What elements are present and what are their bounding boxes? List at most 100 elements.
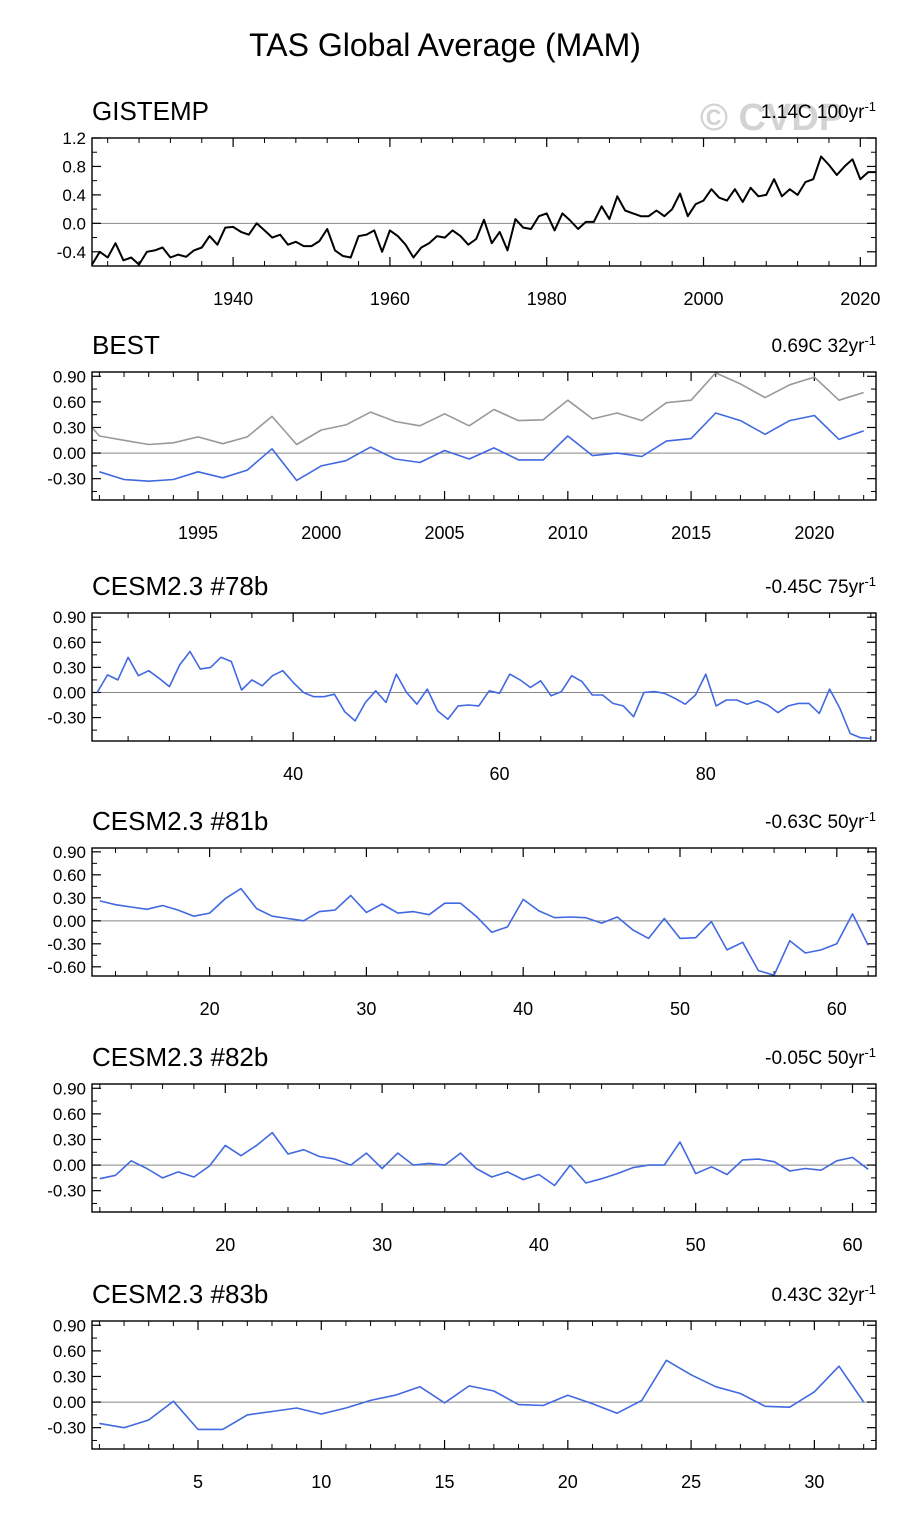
plot-frame [91,371,877,501]
y-tick-label: 0.00 [53,683,86,702]
series-line-cesm2-3-83b [99,1359,865,1431]
trend-annotation-exponent: -1 [864,99,876,114]
x-tick-label: 30 [372,1235,392,1255]
panel-title: CESM2.3 #82b [92,1042,268,1072]
x-tick-label: 20 [558,1472,578,1492]
trend-annotation: 0.43C 32yr-1 [771,1282,876,1307]
x-tick-label: 60 [827,999,847,1019]
plot-frame [91,847,877,977]
x-tick-label: 15 [435,1472,455,1492]
y-tick-label: 0.90 [53,843,86,862]
y-tick-label: 0.0 [62,214,86,233]
y-tick-label: 0.30 [53,1367,86,1386]
x-tick-label: 50 [686,1235,706,1255]
trend-annotation: -0.45C 75yr-1 [765,574,876,599]
x-tick-label: 2020 [840,289,880,309]
x-tick-label: 1940 [213,289,253,309]
y-tick-label: -0.60 [47,958,86,977]
x-tick-label: 60 [489,764,509,784]
panel-5: CESM2.3 #82b -0.05C 50yr-1 -0.30 0.00 0.30 0.… [47,1042,877,1255]
x-tick-label: 5 [193,1472,203,1492]
panel-4: CESM2.3 #81b -0.63C 50yr-1 -0.60 -0.30 0.00 0… [47,806,877,1019]
x-tick-label: 40 [513,999,533,1019]
x-tick-label: 60 [842,1235,862,1255]
y-tick-label: -0.30 [47,1182,86,1201]
panel-title: BEST [92,330,160,360]
series-line-gistemp [91,155,876,266]
y-tick-label: -0.30 [47,709,86,728]
x-tick-label: 1995 [178,523,218,543]
x-tick-label: 30 [356,999,376,1019]
panel-6: CESM2.3 #83b 0.43C 32yr-1 -0.30 0.00 0.30 0.6… [47,1279,877,1492]
trend-annotation-exponent: -1 [864,809,876,824]
x-tick-label: 2010 [548,523,588,543]
x-tick-label: 2005 [425,523,465,543]
y-tick-label: 0.60 [53,633,86,652]
plot-frame [91,1083,877,1213]
series-line-best [99,412,864,483]
y-tick-label: -0.30 [47,1419,86,1438]
y-tick-label: -0.4 [57,243,86,262]
x-tick-label: 80 [696,764,716,784]
x-tick-label: 20 [200,999,220,1019]
x-tick-label: 20 [215,1235,235,1255]
x-tick-label: 40 [283,764,303,784]
panel-title: CESM2.3 #78b [92,571,268,601]
plot-frame [91,612,877,742]
y-tick-label: 0.90 [53,1316,86,1335]
series-line-cesm2-3-81b [99,887,869,977]
y-tick-label: 0.00 [53,912,86,931]
panel-title: CESM2.3 #83b [92,1279,268,1309]
y-tick-label: 0.30 [53,1130,86,1149]
plot-frame [91,137,877,267]
x-tick-label: 25 [681,1472,701,1492]
y-tick-label: 0.00 [53,1156,86,1175]
trend-annotation-exponent: -1 [864,574,876,589]
y-tick-label: 0.8 [62,157,86,176]
panel-title: GISTEMP [92,96,209,126]
trend-annotation: 0.69C 32yr-1 [771,333,876,358]
x-tick-label: 10 [311,1472,331,1492]
y-tick-label: 0.00 [53,1393,86,1412]
y-tick-label: 0.90 [53,608,86,627]
panel-3: CESM2.3 #78b -0.45C 75yr-1 -0.30 0.00 0.30 0.… [47,571,877,784]
panels: GISTEMP 1.14C 100yr-1 -0.4 0.0 0.4 0.8 1.2 1940… [47,96,880,1492]
x-tick-label: 30 [804,1472,824,1492]
y-tick-label: 0.60 [53,1342,86,1361]
x-tick-label: 2000 [683,289,723,309]
y-tick-label: 1.2 [62,129,86,148]
x-tick-label: 50 [670,999,690,1019]
series-line-cesm2-3-82b [99,1131,869,1187]
trend-annotation: 1.14C 100yr-1 [761,99,876,124]
trend-annotation-exponent: -1 [864,1282,876,1297]
panel-title: CESM2.3 #81b [92,806,268,836]
y-tick-label: 0.90 [53,1079,86,1098]
trend-annotation-exponent: -1 [864,333,876,348]
x-tick-label: 1960 [370,289,410,309]
y-tick-label: 0.60 [53,1105,86,1124]
figure-title: TAS Global Average (MAM) [249,27,641,63]
trend-annotation: -0.05C 50yr-1 [765,1045,876,1070]
x-tick-label: 2000 [301,523,341,543]
x-tick-label: 2015 [671,523,711,543]
panel-2: BEST 0.69C 32yr-1 -0.30 0.00 0.30 0.60 0.90 199… [47,330,877,543]
y-tick-label: 0.60 [53,866,86,885]
series-line-gistemp [91,372,864,446]
trend-annotation: -0.63C 50yr-1 [765,809,876,834]
x-tick-label: 40 [529,1235,549,1255]
x-tick-label: 1980 [527,289,567,309]
plot-frame [91,1320,877,1450]
watermark: © CVDP [700,97,844,139]
series-line-cesm2-3-78b [96,650,871,740]
y-tick-label: 0.30 [53,889,86,908]
trend-annotation-exponent: -1 [864,1045,876,1060]
y-tick-label: -0.30 [47,935,86,954]
panel-1: GISTEMP 1.14C 100yr-1 -0.4 0.0 0.4 0.8 1.2 1940… [57,96,881,309]
y-tick-label: 0.4 [62,186,86,205]
y-tick-label: 0.30 [53,418,86,437]
y-tick-label: 0.60 [53,393,86,412]
y-tick-label: 0.00 [53,444,86,463]
y-tick-label: 0.30 [53,658,86,677]
